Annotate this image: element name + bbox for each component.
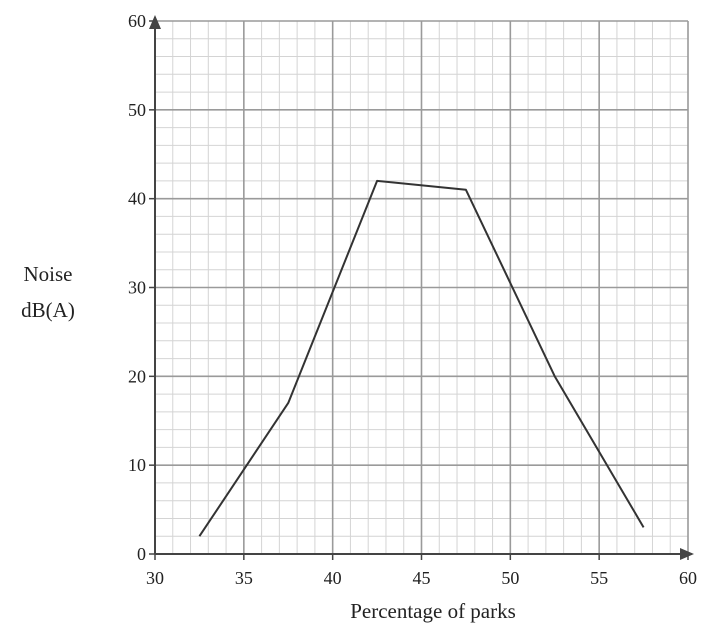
x-tick-label: 50 — [501, 568, 519, 588]
y-tick-label: 0 — [137, 544, 146, 564]
x-tick-label: 35 — [235, 568, 253, 588]
y-tick-label: 30 — [128, 278, 146, 298]
y-tick-label: 40 — [128, 189, 146, 209]
major-grid — [154, 20, 689, 555]
x-tick-label: 45 — [413, 568, 431, 588]
axes — [149, 15, 694, 560]
y-tick-label: 20 — [128, 366, 146, 386]
y-tick-labels: 0 10 20 30 40 50 60 — [128, 11, 146, 564]
x-tick-label: 30 — [146, 568, 164, 588]
y-axis-label-line-2: dB(A) — [21, 298, 75, 322]
x-axis-label: Percentage of parks — [350, 599, 516, 623]
y-tick-label: 50 — [128, 100, 146, 120]
y-tick-label: 10 — [128, 455, 146, 475]
y-axis-arrow — [149, 15, 161, 29]
x-tick-label: 55 — [590, 568, 608, 588]
y-tick-label: 60 — [128, 11, 146, 31]
series-line — [198, 179, 645, 537]
x-tick-labels: 30 35 40 45 50 55 60 — [146, 568, 697, 588]
y-axis-label-line-1: Noise — [24, 262, 73, 286]
series-group — [198, 179, 645, 537]
x-tick-label: 40 — [324, 568, 342, 588]
x-axis-arrow — [680, 548, 694, 560]
x-tick-label: 60 — [679, 568, 697, 588]
